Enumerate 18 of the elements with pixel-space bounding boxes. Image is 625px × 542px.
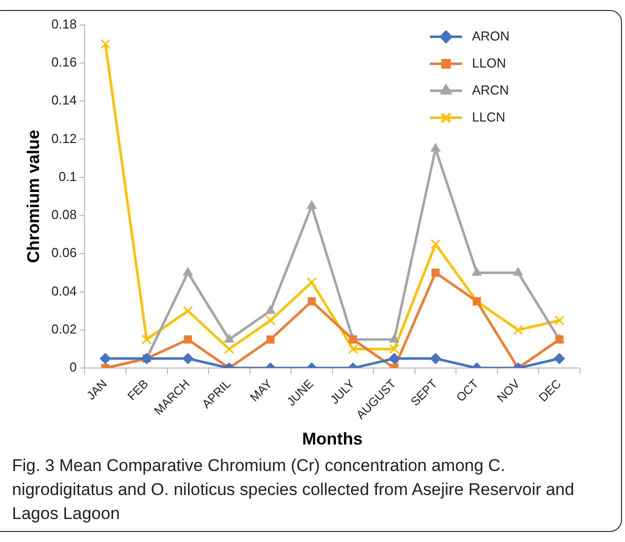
legend-label: ARCN <box>472 82 509 98</box>
y-tick-label: 0.14 <box>51 92 77 108</box>
y-tick-label: 0.06 <box>51 245 77 260</box>
legend-label: LLON <box>472 55 506 70</box>
y-tick-label: 0.1 <box>58 168 77 184</box>
y-tick-label: 0 <box>69 360 77 375</box>
y-tick-label: 0.04 <box>51 283 77 298</box>
legend-label: LLCN <box>472 109 506 124</box>
y-tick-label: 0.08 <box>51 207 77 222</box>
x-tick-label: JAN <box>84 376 110 403</box>
y-tick-label: 0.16 <box>51 54 77 70</box>
y-axis-title: Chromium value <box>24 130 43 264</box>
legend-label: ARON <box>472 28 510 44</box>
y-tick-label: 0.18 <box>51 16 77 32</box>
caption: Fig. 3 Mean Comparative Chromium (Cr) concentration among C. nigrodigitatus and O. niloticus species collected from Asejire Reservoir and Lagos Lagoon <box>12 455 576 525</box>
y-tick-label: 0.12 <box>51 130 77 146</box>
x-axis-title: Months <box>302 429 363 448</box>
y-tick-label: 0.02 <box>51 322 77 336</box>
